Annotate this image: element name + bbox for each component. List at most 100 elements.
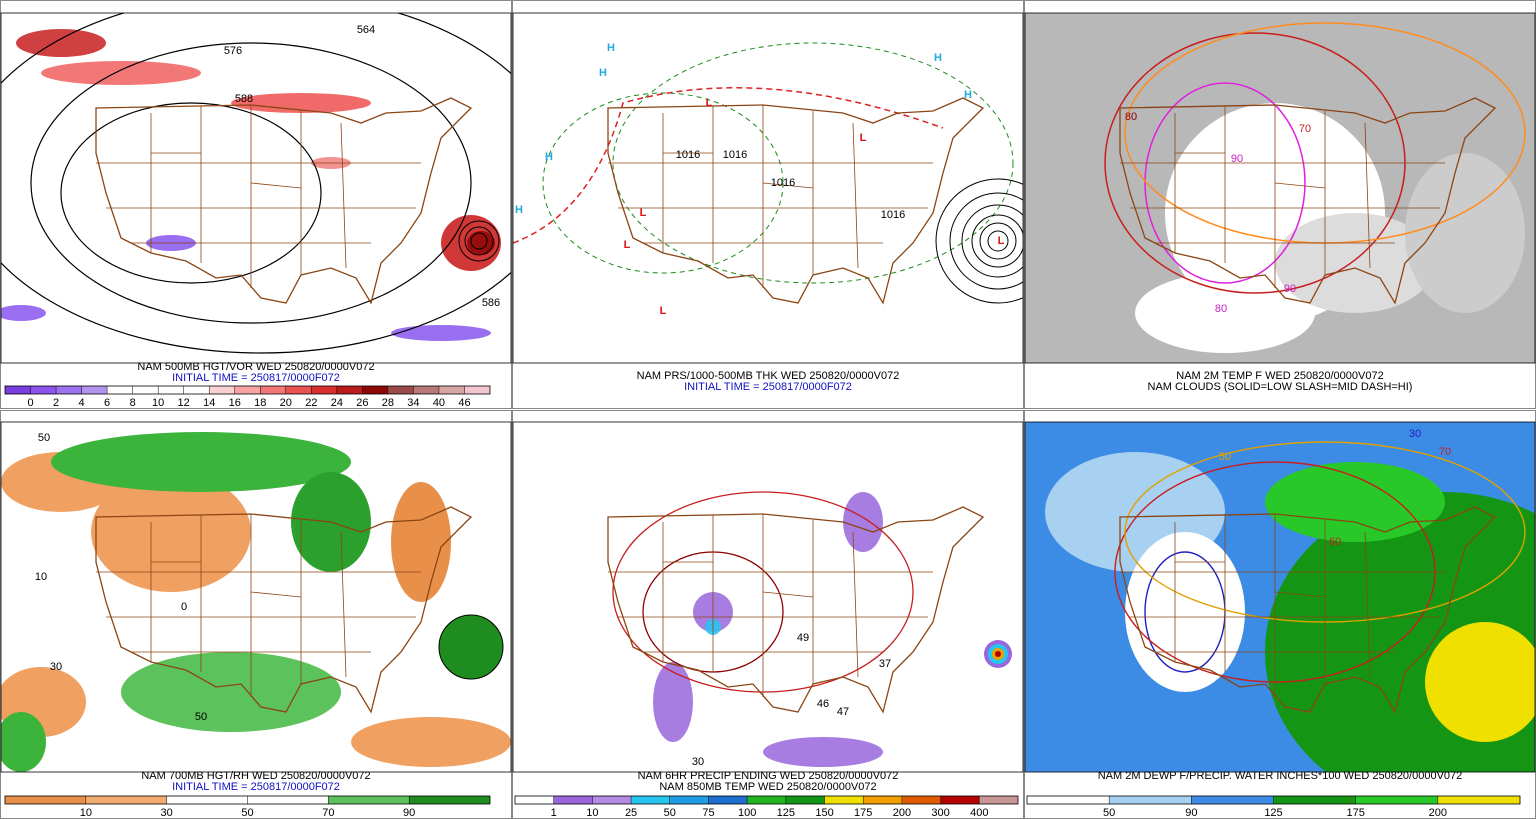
colorbar-swatch: [1027, 796, 1110, 804]
colorbar-label: 0: [27, 397, 33, 409]
map-label: 1016: [771, 177, 795, 189]
colorbar-swatch: [234, 386, 261, 394]
moist-area: [121, 652, 341, 732]
colorbar-swatch: [285, 386, 312, 394]
thickness-line: [513, 87, 944, 244]
hurricane-contour: [470, 232, 488, 250]
colorbar-swatch: [824, 796, 864, 804]
map-label: 0: [181, 601, 187, 613]
colorbar-swatch: [515, 796, 554, 804]
state-border: [852, 531, 859, 678]
coastline: [1119, 97, 1497, 305]
caption: NAM 6HR PRECIP ENDING WED 250820/0000V07…: [638, 770, 899, 782]
colorbar-frame: [4, 385, 491, 395]
colorbar-swatch: [438, 386, 465, 394]
map-border: [512, 12, 1024, 364]
moist-area: [51, 432, 351, 492]
colorbar-swatch: [863, 796, 902, 804]
thickness-contour: [542, 92, 784, 274]
dry-area: [91, 472, 251, 592]
colorbar-swatch: [166, 796, 248, 804]
colorbar-label: 10: [152, 397, 164, 409]
colorbar-swatch: [940, 796, 980, 804]
map-label: H: [607, 42, 615, 54]
caption: NAM 700MB HGT/RH WED 250820/0000V072: [141, 770, 370, 782]
colorbar-label: 175: [1346, 807, 1364, 819]
map-label: 90: [1284, 283, 1296, 295]
coastline: [1119, 506, 1497, 714]
height-contour: [60, 102, 322, 284]
pw-area: [1265, 462, 1445, 542]
coastline: [95, 97, 473, 305]
map: H H H H H H L L L L L L 1016 1016 1016 1016: [513, 13, 1023, 363]
colorbar-swatch: [1109, 796, 1192, 804]
map-label: 1016: [881, 209, 905, 221]
map-label: 30: [1409, 428, 1421, 440]
panel: 50 10 30 50 0 NAM 700MB HGT/RH WED 250820/000…: [0, 410, 512, 819]
state-border: [250, 182, 302, 189]
vorticity-blob: [41, 61, 201, 85]
colorbar-label: 46: [458, 397, 470, 409]
caption: NAM 500MB HGT/VOR WED 250820/0000V072: [137, 361, 374, 373]
colorbar-swatch: [5, 796, 86, 804]
map-label: L: [640, 207, 647, 219]
dry-area: [351, 717, 511, 767]
hurricane-precip: [995, 651, 1001, 657]
state-border: [340, 122, 347, 269]
colorbar-label: 25: [625, 807, 637, 819]
map-label: 1016: [676, 149, 700, 161]
map-label: H: [934, 52, 942, 64]
caption: NAM 2M TEMP F WED 250820/0000V072: [1176, 370, 1383, 382]
colorbar-label: 20: [280, 397, 292, 409]
state-border: [1274, 591, 1326, 598]
colorbar-label: 24: [331, 397, 343, 409]
map-label: 60: [1329, 536, 1341, 548]
isobar: [979, 222, 1017, 260]
panel: H H H H H H L L L L L L 1016 1016 1016 1016 NAM PRS/1000…: [512, 0, 1024, 409]
colorbar-swatch: [387, 386, 414, 394]
clear-area: [1405, 153, 1525, 313]
caption: INITIAL TIME = 250817/0000F072: [684, 381, 852, 393]
colorbar-swatch: [260, 386, 286, 394]
moist-area: [1, 712, 46, 772]
map-label: 50: [1219, 451, 1231, 463]
map-border: [0, 12, 512, 364]
map: 49 47 37 46 30: [513, 422, 1023, 772]
colorbar-swatch: [183, 386, 210, 394]
isobar: [987, 230, 1009, 252]
colorbar-label: 40: [433, 397, 445, 409]
colorbar-label: 8: [130, 397, 136, 409]
state-border: [762, 182, 814, 189]
map-background: [513, 422, 1023, 772]
colorbar-label: 200: [893, 807, 911, 819]
map-label: L: [624, 239, 631, 251]
colorbar-label: 200: [1429, 807, 1447, 819]
map-label: 30: [692, 756, 704, 768]
colorbar-label: 10: [586, 807, 598, 819]
colorbar-label: 34: [407, 397, 419, 409]
map-label: H: [964, 89, 972, 101]
vorticity-blob: [391, 325, 491, 341]
pw-area: [1125, 532, 1245, 692]
colorbar-label: 300: [931, 807, 949, 819]
colorbar-label: 30: [161, 807, 173, 819]
map-label: 50: [195, 711, 207, 723]
map-label: L: [706, 97, 713, 109]
map-label: 70: [1299, 123, 1311, 135]
map-label: 564: [357, 24, 375, 36]
colorbar-swatch: [85, 796, 167, 804]
colorbar-swatch: [592, 796, 632, 804]
map-label: H: [599, 67, 607, 79]
map-label: 576: [224, 45, 242, 57]
map: 50 10 30 50 0: [1, 422, 511, 772]
colorbar-swatch: [336, 386, 363, 394]
colorbar-swatch: [669, 796, 709, 804]
colorbar-label: 90: [403, 807, 415, 819]
map-label: H: [515, 204, 523, 216]
colorbar-swatch: [158, 386, 184, 394]
colorbar-label: 50: [664, 807, 676, 819]
map-label: 588: [235, 93, 253, 105]
caption: NAM 850MB TEMP WED 250820/0000V072: [659, 781, 876, 793]
